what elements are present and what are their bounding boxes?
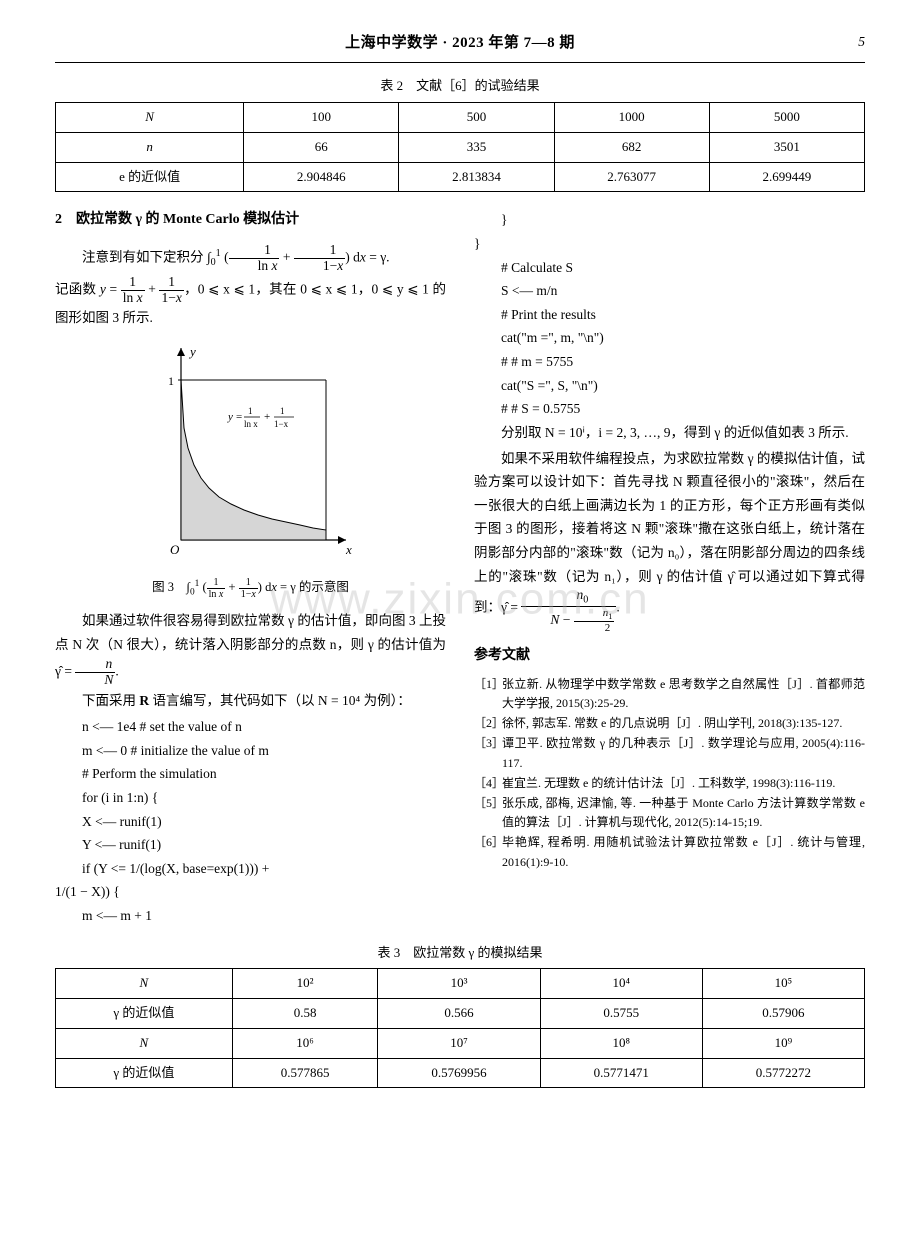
t3-r1c3: 0.5755 bbox=[540, 999, 702, 1029]
svg-text:1: 1 bbox=[168, 374, 174, 388]
code-l4: X <— runif(1) bbox=[55, 810, 446, 834]
table2-h0: N bbox=[56, 103, 244, 133]
t3-r2c0: N bbox=[56, 1028, 233, 1058]
page-header: 上海中学数学 · 2023 年第 7—8 期 5 bbox=[55, 30, 865, 63]
rcode-l4: # Print the results bbox=[474, 303, 865, 327]
rcode-l8: # # S = 0.5755 bbox=[474, 397, 865, 421]
code-l6: if (Y <= 1/(log(X, base=exp(1))) + bbox=[55, 857, 446, 881]
table2-r1c1: 2.904846 bbox=[244, 162, 399, 192]
right-column: } } # Calculate S S <— m/n # Print the r… bbox=[474, 208, 865, 927]
ref-4: ［4］崔宜兰. 无理数 e 的统计估计法［J］. 工科数学, 1998(3):1… bbox=[474, 774, 865, 793]
code-l7: 1/(1 − X)) { bbox=[55, 880, 446, 904]
right-p2: 如果不采用软件编程投点，为求欧拉常数 γ 的模拟估计值，试验方案可以设计如下：首… bbox=[474, 447, 865, 635]
t3-r0c1: 10² bbox=[232, 969, 378, 999]
left-p4: 下面采用 R 语言编写，其代码如下（以 N = 10⁴ 为例）： bbox=[55, 689, 446, 713]
two-column-layout: 2 欧拉常数 γ 的 Monte Carlo 模拟估计 注意到有如下定积分 ∫0… bbox=[55, 208, 865, 927]
table2-r0c4: 3501 bbox=[709, 132, 864, 162]
table2-r0c2: 335 bbox=[399, 132, 554, 162]
t3-r0c3: 10⁴ bbox=[540, 969, 702, 999]
table2-r1c2: 2.813834 bbox=[399, 162, 554, 192]
svg-text:O: O bbox=[170, 542, 180, 557]
t3-r2c2: 10⁷ bbox=[378, 1028, 540, 1058]
table2-r1c4: 2.699449 bbox=[709, 162, 864, 192]
code-l5: Y <— runif(1) bbox=[55, 833, 446, 857]
table2-r1c3: 2.763077 bbox=[554, 162, 709, 192]
t3-r3c4: 0.5772272 bbox=[702, 1058, 864, 1088]
table2-r0c0: n bbox=[56, 132, 244, 162]
t3-r0c0: N bbox=[56, 969, 233, 999]
code-l8: m <— m + 1 bbox=[55, 904, 446, 928]
t3-r3c2: 0.5769956 bbox=[378, 1058, 540, 1088]
rcode-l5: cat("m =", m, "\n") bbox=[474, 326, 865, 350]
right-p1: 分别取 N = 10ⁱ，i = 2, 3, …, 9，得到 γ 的近似值如表 3… bbox=[474, 421, 865, 445]
rcode-l0: } bbox=[474, 208, 865, 232]
t3-r1c2: 0.566 bbox=[378, 999, 540, 1029]
svg-text:y: y bbox=[188, 344, 196, 359]
t3-r1c4: 0.57906 bbox=[702, 999, 864, 1029]
svg-text:=: = bbox=[236, 411, 242, 423]
table2-r0c1: 66 bbox=[244, 132, 399, 162]
left-p1: 注意到有如下定积分 ∫01 (1ln x + 11−x) dx = γ. bbox=[55, 243, 446, 274]
svg-text:x: x bbox=[345, 542, 352, 557]
table2-h4: 5000 bbox=[709, 103, 864, 133]
page-number: 5 bbox=[858, 30, 865, 54]
ref-1: ［1］张立新. 从物理学中数学常数 e 思考数学之自然属性［J］. 首都师范大学… bbox=[474, 675, 865, 713]
table2: N 100 500 1000 5000 n 66 335 682 3501 e … bbox=[55, 102, 865, 192]
left-p3: 如果通过软件很容易得到欧拉常数 γ 的估计值，即向图 3 上投点 N 次（N 很… bbox=[55, 609, 446, 687]
t3-r3c3: 0.5771471 bbox=[540, 1058, 702, 1088]
table3-caption: 表 3 欧拉常数 γ 的模拟结果 bbox=[55, 942, 865, 965]
svg-text:1: 1 bbox=[280, 406, 285, 416]
ref-6: ［6］毕艳辉, 程希明. 用随机试验法计算欧拉常数 e［J］. 统计与管理, 2… bbox=[474, 833, 865, 871]
code-l0: n <— 1e4 # set the value of n bbox=[55, 715, 446, 739]
section-2-heading: 2 欧拉常数 γ 的 Monte Carlo 模拟估计 bbox=[55, 208, 446, 233]
table2-h1: 100 bbox=[244, 103, 399, 133]
table3: N 10² 10³ 10⁴ 10⁵ γ 的近似值 0.58 0.566 0.57… bbox=[55, 968, 865, 1088]
figure-3-svg: 1 y x O y = 1 ln x + 1 1−x bbox=[146, 340, 356, 565]
t3-r3c1: 0.577865 bbox=[232, 1058, 378, 1088]
references-heading: 参考文献 bbox=[474, 644, 865, 669]
figure-3: 1 y x O y = 1 ln x + 1 1−x 图 3 ∫01 (1ln … bbox=[55, 340, 446, 602]
code-l1: m <— 0 # initialize the value of m bbox=[55, 739, 446, 763]
t3-r2c1: 10⁶ bbox=[232, 1028, 378, 1058]
ref-5: ［5］张乐成, 邵梅, 迟津愉, 等. 一种基于 Monte Carlo 方法计… bbox=[474, 794, 865, 832]
ref-3: ［3］谭卫平. 欧拉常数 γ 的几种表示［J］. 数学理论与应用, 2005(4… bbox=[474, 734, 865, 772]
figure-3-caption: 图 3 ∫01 (1ln x + 11−x) dx = γ 的示意图 bbox=[55, 576, 446, 601]
rcode-l2: # Calculate S bbox=[474, 256, 865, 280]
left-p2: 记函数 y = 1ln x + 11−x，0 ⩽ x ⩽ 1，其在 0 ⩽ x … bbox=[55, 275, 446, 329]
table2-h2: 500 bbox=[399, 103, 554, 133]
t3-r1c0: γ 的近似值 bbox=[56, 999, 233, 1029]
table2-r0c3: 682 bbox=[554, 132, 709, 162]
rcode-l3: S <— m/n bbox=[474, 279, 865, 303]
t3-r3c0: γ 的近似值 bbox=[56, 1058, 233, 1088]
t3-r0c4: 10⁵ bbox=[702, 969, 864, 999]
code-l3: for (i in 1:n) { bbox=[55, 786, 446, 810]
t3-r2c4: 10⁹ bbox=[702, 1028, 864, 1058]
svg-text:y: y bbox=[227, 411, 233, 423]
table2-caption: 表 2 文献［6］的试验结果 bbox=[55, 75, 865, 98]
t3-r1c1: 0.58 bbox=[232, 999, 378, 1029]
code-l2: # Perform the simulation bbox=[55, 762, 446, 786]
table2-r1c0: e 的近似值 bbox=[56, 162, 244, 192]
rcode-l6: # # m = 5755 bbox=[474, 350, 865, 374]
t3-r2c3: 10⁸ bbox=[540, 1028, 702, 1058]
left-column: 2 欧拉常数 γ 的 Monte Carlo 模拟估计 注意到有如下定积分 ∫0… bbox=[55, 208, 446, 927]
journal-title: 上海中学数学 · 2023 年第 7—8 期 bbox=[345, 35, 575, 51]
t3-r0c2: 10³ bbox=[378, 969, 540, 999]
svg-text:ln x: ln x bbox=[244, 419, 258, 429]
svg-text:1−x: 1−x bbox=[274, 419, 289, 429]
svg-text:1: 1 bbox=[248, 406, 253, 416]
svg-text:+: + bbox=[264, 411, 270, 423]
table2-h3: 1000 bbox=[554, 103, 709, 133]
rcode-l1: } bbox=[474, 232, 865, 256]
rcode-l7: cat("S =", S, "\n") bbox=[474, 374, 865, 398]
ref-2: ［2］徐怀, 郭志军. 常数 e 的几点说明［J］. 阴山学刊, 2018(3)… bbox=[474, 714, 865, 733]
